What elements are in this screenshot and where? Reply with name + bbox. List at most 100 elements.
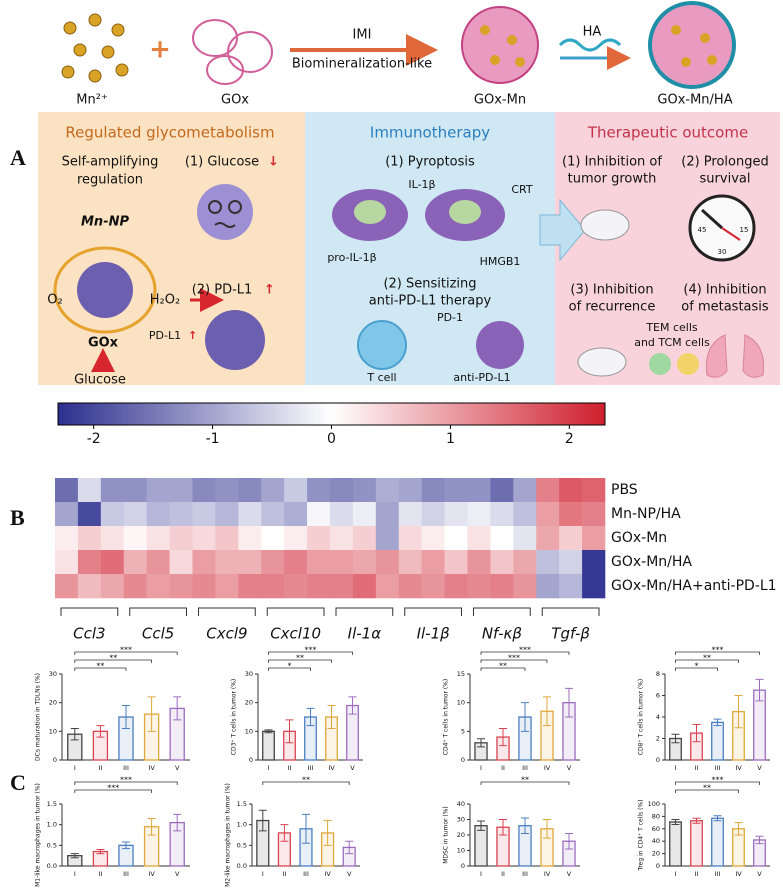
significance-label: ** [703, 784, 711, 793]
significance-bracket [262, 781, 350, 785]
error-bar [671, 819, 680, 825]
heatmap-cell [100, 478, 125, 503]
arrow-text: ↑ [188, 329, 197, 342]
error-bar [96, 848, 105, 855]
heatmap-cell [55, 550, 79, 575]
panel-label: B [10, 505, 25, 530]
heatmap-cell [238, 478, 262, 503]
gene-label: Il-1β [417, 625, 451, 643]
y-axis-label: CD4⁺ T cells in tumor (%) [443, 679, 450, 755]
x-tick-label: II [282, 870, 286, 878]
y-tick-label: 10 [49, 727, 57, 735]
significance-bracket [74, 659, 152, 663]
x-tick-label: V [350, 764, 355, 772]
heatmap-cell [261, 550, 285, 575]
heatmap-cell [123, 526, 147, 551]
colorbar-tick-label: 0 [327, 431, 336, 447]
error-bar [306, 707, 315, 727]
heatmap-cell [123, 574, 147, 599]
heatmap-cell [490, 526, 514, 551]
x-tick-label: IV [735, 870, 742, 878]
y-tick-label: 20 [245, 699, 253, 707]
gene-bracket [266, 607, 325, 616]
heatmap-cell [375, 502, 400, 527]
y-tick-label: 0 [461, 756, 465, 764]
colorbar-tick-label: 1 [446, 431, 455, 447]
y-tick-label: 10 [457, 699, 465, 707]
y-tick-label: 30 [49, 670, 57, 678]
arrow-text: ↓ [268, 155, 279, 170]
x-tick-label: IV [324, 870, 331, 878]
label: Biomineralization-like [292, 57, 432, 72]
heatmap-cell [77, 526, 102, 551]
y-tick-label: 0 [656, 862, 660, 870]
x-tick-label: V [757, 764, 762, 772]
error-bar [713, 718, 722, 727]
gene-label: Tgf-β [551, 625, 590, 643]
heatmap-cell [146, 502, 170, 527]
error-bar [734, 822, 743, 836]
heatmap-cell [330, 550, 354, 575]
y-axis-label: M2-like macrophages in tumor (%) [225, 783, 232, 887]
error-bar [173, 696, 182, 721]
significance-bracket [675, 659, 739, 663]
heatmap-cell [100, 502, 125, 527]
heatmap-cell [375, 574, 400, 599]
heatmap-cell [467, 502, 491, 527]
error-bar [755, 678, 764, 702]
label: TEM cells [645, 321, 698, 334]
error-bar [477, 820, 485, 831]
y-tick-label: 10 [245, 727, 253, 735]
heatmap-cell [238, 502, 262, 527]
gene-label: Il-1α [348, 625, 382, 643]
error-bar [345, 840, 354, 855]
error-bar [96, 725, 105, 738]
significance-bracket [480, 667, 526, 671]
bar [711, 817, 724, 867]
significance-bracket [675, 781, 760, 785]
heatmap-cell [284, 574, 308, 599]
heatmap-cell [398, 574, 422, 599]
heatmap-cell [307, 502, 331, 527]
x-tick-label: III [715, 764, 721, 772]
heatmap-cell [284, 526, 308, 551]
heatmap-cell [421, 502, 445, 527]
significance-label: *** [120, 646, 132, 655]
significance-label: ** [109, 654, 117, 663]
gene-bracket [473, 607, 531, 616]
gene-label: Cxcl10 [270, 625, 321, 643]
arrow-text: ↑ [264, 283, 275, 298]
bar [474, 825, 488, 867]
y-tick-label: 1.0 [237, 821, 247, 829]
heatmap-cell [421, 526, 445, 551]
error-bar [755, 835, 764, 845]
heatmap-cell [421, 478, 445, 503]
label: and TCM cells [634, 336, 710, 349]
heatmap-cell [123, 502, 147, 527]
row-label: Mn-NP/HA [611, 506, 681, 522]
label: PD-L1 [149, 329, 181, 342]
x-tick-label: II [501, 870, 505, 878]
heatmap-cell [192, 526, 216, 551]
panel-label: A [10, 145, 26, 170]
x-tick-label: V [757, 870, 762, 878]
y-axis-label: CD8⁺ T cells in tumor (%) [638, 679, 645, 755]
y-axis-label: Treg in CD4⁺ T cells (%) [638, 800, 645, 872]
heatmap-cell [330, 574, 354, 599]
x-tick-label: I [480, 764, 482, 772]
row-label: PBS [611, 482, 638, 498]
significance-label: ** [499, 662, 507, 671]
panel-label: C [10, 770, 26, 795]
y-tick-label: 0 [249, 756, 253, 764]
y-tick-label: 40 [652, 837, 660, 845]
x-tick-label: IV [735, 764, 742, 772]
heatmap-cell [582, 574, 606, 599]
heatmap-cell [490, 550, 514, 575]
significance-bracket [268, 659, 332, 663]
error-bar [323, 820, 332, 846]
error-bar [327, 705, 336, 729]
label: Glucose [74, 373, 126, 388]
heatmap-cell [215, 478, 239, 503]
y-tick-label: 20 [457, 831, 465, 839]
